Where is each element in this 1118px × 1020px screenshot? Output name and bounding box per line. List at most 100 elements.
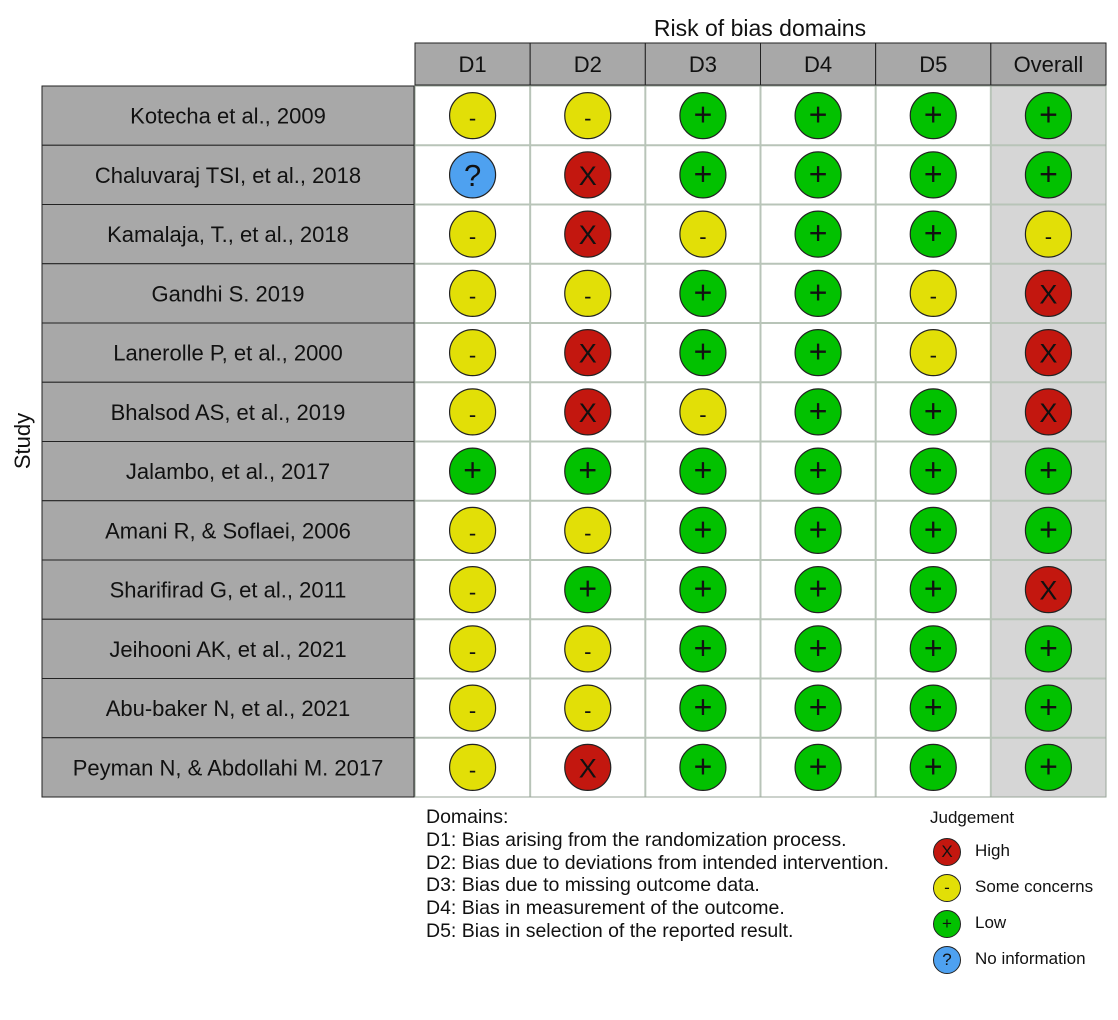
study-label-cell xyxy=(41,144,415,205)
judgement-low-symbol: + xyxy=(809,511,828,547)
judgement-high-marker xyxy=(564,329,612,377)
judgement-low-marker xyxy=(679,92,727,140)
column-header-d3 xyxy=(644,42,761,86)
column-header-label-d5: D5 xyxy=(919,52,947,77)
judgement-low-marker xyxy=(679,684,727,732)
judgement-high-marker xyxy=(564,210,612,258)
judgement-high-symbol: X xyxy=(1039,279,1057,309)
judgement-low-marker xyxy=(909,684,957,732)
judgement-high-marker xyxy=(1024,269,1073,317)
judgement-low-symbol: + xyxy=(924,97,943,133)
judgement-low-marker xyxy=(794,388,842,436)
chart-grid: D1 D2 D3 D4 D5 Overall Kotecha et al., 2009 - - +… xyxy=(41,42,1107,798)
judgement-low-symbol: + xyxy=(924,689,943,725)
judgement-some-concerns-marker xyxy=(448,743,497,791)
judgement-low-symbol: + xyxy=(578,452,597,488)
judgement-some-concerns-marker xyxy=(448,506,497,554)
domain-description-d4: D4: Bias in measurement of the outcome. xyxy=(426,897,785,920)
judgement-high-marker xyxy=(1024,388,1073,436)
judgement-high-marker xyxy=(1024,329,1073,377)
study-label: Kotecha et al., 2009 xyxy=(130,104,326,129)
judgement-low-symbol: + xyxy=(809,571,828,607)
judgement-low-symbol: + xyxy=(924,511,943,547)
judgement-low-symbol: + xyxy=(924,393,943,429)
judgement-low-marker xyxy=(1024,447,1073,495)
study-label: Abu-baker N, et al., 2021 xyxy=(106,696,351,721)
judgement-low-symbol: + xyxy=(578,571,597,607)
judgement-some-concerns-symbol: - xyxy=(469,698,476,723)
study-label: Sharifirad G, et al., 2011 xyxy=(110,578,347,603)
judgement-low-marker xyxy=(794,269,842,317)
judgement-low-symbol: + xyxy=(694,571,713,607)
legend-label-some-concerns: Some concerns xyxy=(975,877,1094,896)
column-header-d2 xyxy=(529,42,646,86)
judgement-some-concerns-marker xyxy=(448,684,497,732)
judgement-low-marker xyxy=(679,743,727,791)
judgement-low-marker xyxy=(909,625,957,673)
legend-item-high: X High xyxy=(930,838,1014,874)
judgement-low-symbol: + xyxy=(809,97,828,133)
study-label: Gandhi S. 2019 xyxy=(152,281,305,306)
judgement-low-marker xyxy=(794,684,842,732)
judgement-low-marker xyxy=(448,447,497,495)
judgement-low-symbol: + xyxy=(809,215,828,251)
column-header-label-overall: Overall xyxy=(1014,52,1084,77)
judgement-low-symbol: + xyxy=(809,689,828,725)
judgement-low-marker xyxy=(794,92,842,140)
judgement-low-symbol: + xyxy=(694,511,713,547)
judgement-some-concerns-symbol: - xyxy=(584,698,591,723)
judgement-some-concerns-marker xyxy=(564,92,612,140)
judgement-some-concerns-symbol: - xyxy=(469,580,476,605)
study-label: Kamalaja, T., et al., 2018 xyxy=(107,222,349,247)
judgement-low-symbol: + xyxy=(694,97,713,133)
judgement-high-symbol: X xyxy=(1039,398,1057,428)
judgement-low-marker xyxy=(794,566,842,614)
study-label: Peyman N, & Abdollahi M. 2017 xyxy=(73,755,384,780)
judgement-low-symbol: + xyxy=(1039,452,1058,488)
judgement-low-symbol: + xyxy=(1039,689,1058,725)
judgement-low-symbol: + xyxy=(694,452,713,488)
study-label: Jeihooni AK, et al., 2021 xyxy=(109,637,346,662)
judgement-low-marker xyxy=(679,329,727,377)
judgement-low-symbol: + xyxy=(463,452,482,488)
judgement-low-marker xyxy=(564,447,612,495)
judgement-low-marker xyxy=(909,506,957,554)
judgement-low-symbol: + xyxy=(809,452,828,488)
judgement-low-marker xyxy=(909,151,957,199)
judgement-some-concerns-symbol: - xyxy=(469,402,476,427)
judgement-low-symbol: + xyxy=(694,689,713,725)
column-header-d1 xyxy=(414,42,531,86)
domains-legend: Domains: D1: Bias arising from the rando… xyxy=(426,806,889,943)
judgement-some-concerns-symbol: - xyxy=(930,343,937,368)
judgement-some-concerns-symbol: - xyxy=(930,283,937,308)
judgement-low-marker xyxy=(1024,506,1073,554)
judgement-some-concerns-symbol: - xyxy=(469,106,476,131)
judgement-low-marker xyxy=(564,566,612,614)
y-axis-label: Study xyxy=(10,413,35,469)
judgement-high-marker xyxy=(564,151,612,199)
study-label-cell xyxy=(41,500,415,561)
judgement-low-symbol: + xyxy=(924,215,943,251)
judgement-low-marker xyxy=(1024,625,1073,673)
judgement-low-marker xyxy=(794,329,842,377)
study-label-cell xyxy=(41,204,415,265)
judgement-some-concerns-marker xyxy=(564,506,612,554)
study-label: Chaluvaraj TSI, et al., 2018 xyxy=(95,163,361,188)
judgement-some-concerns-marker xyxy=(448,210,497,258)
judgement-high-symbol: X xyxy=(579,161,597,191)
judgement-low-marker xyxy=(794,151,842,199)
judgement-low-marker xyxy=(794,743,842,791)
study-label: Bhalsod AS, et al., 2019 xyxy=(111,400,346,425)
judgement-low-symbol: + xyxy=(694,274,713,310)
judgement-low-symbol: + xyxy=(809,156,828,192)
judgement-some-concerns-symbol: - xyxy=(699,402,706,427)
judgement-low-marker xyxy=(1024,151,1073,199)
judgement-legend-title: Judgement xyxy=(930,808,1015,827)
judgement-some-concerns-marker xyxy=(448,329,497,377)
judgement-high-symbol: X xyxy=(1039,339,1057,369)
judgement-some-concerns-marker xyxy=(448,269,497,317)
judgement-low-symbol: + xyxy=(924,156,943,192)
judgement-some-concerns-symbol: - xyxy=(1045,224,1052,249)
study-label-cell xyxy=(41,85,415,146)
